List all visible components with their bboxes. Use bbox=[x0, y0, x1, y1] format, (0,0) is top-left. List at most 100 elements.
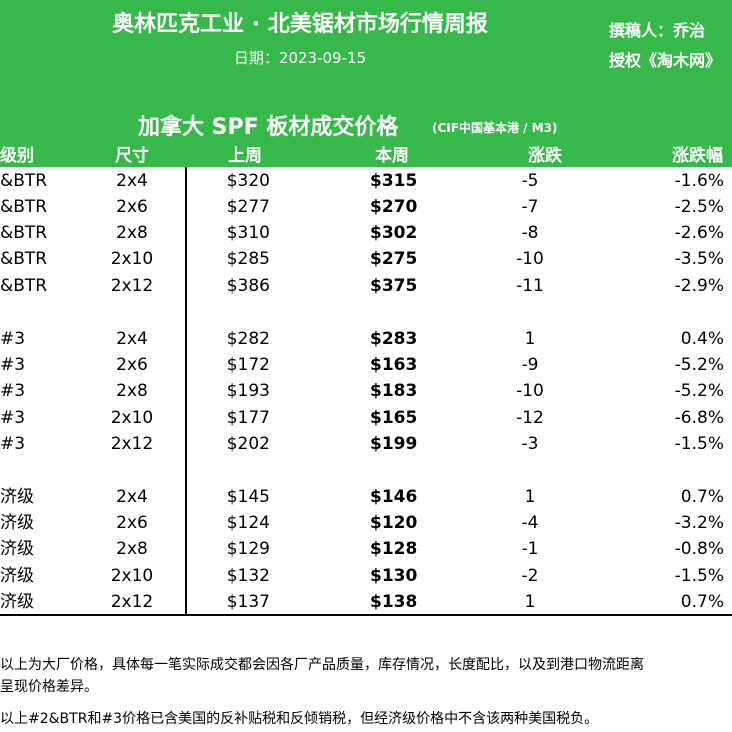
cell-change-pct: -3.2% bbox=[674, 513, 724, 533]
cell-this-week: $302 bbox=[370, 223, 418, 243]
table-row: #3 2x6 $172 $163 -9 -5.2% bbox=[0, 352, 732, 378]
cell-change: -10 bbox=[516, 249, 544, 269]
cell-grade: #3 bbox=[0, 408, 26, 428]
cell-change: -8 bbox=[521, 223, 539, 243]
table-header-band bbox=[0, 73, 732, 167]
cell-size: 2x8 bbox=[116, 539, 148, 559]
cell-change: 1 bbox=[524, 329, 536, 349]
table-row: &BTR 2x6 $277 $270 -7 -2.5% bbox=[0, 194, 732, 220]
table-row: &BTR 2x4 $320 $315 -5 -1.6% bbox=[0, 168, 732, 194]
cell-this-week: $199 bbox=[370, 434, 418, 454]
table-row: &BTR 2x8 $310 $302 -8 -2.6% bbox=[0, 220, 732, 246]
cell-last-week: $277 bbox=[226, 197, 270, 217]
table-row: #3 2x12 $202 $199 -3 -1.5% bbox=[0, 431, 732, 457]
cell-change: -9 bbox=[521, 355, 539, 375]
author-label: 撰稿人：乔治 bbox=[609, 21, 706, 40]
cell-last-week: $310 bbox=[226, 223, 270, 243]
cell-change-pct: -5.2% bbox=[674, 355, 724, 375]
cell-last-week: $172 bbox=[226, 355, 270, 375]
cell-grade: #3 bbox=[0, 329, 26, 349]
cell-this-week: $283 bbox=[370, 329, 418, 349]
cell-grade: &BTR bbox=[0, 276, 48, 296]
cell-size: 2x4 bbox=[116, 171, 148, 191]
cell-grade: &BTR bbox=[0, 171, 48, 191]
column-header-change-pct: 涨跌幅 bbox=[672, 146, 723, 166]
cell-grade: #3 bbox=[0, 355, 26, 375]
cell-grade: #3 bbox=[0, 434, 26, 454]
cell-grade: 济级 bbox=[0, 566, 34, 586]
cell-change-pct: -1.5% bbox=[674, 434, 724, 454]
cell-this-week: $128 bbox=[370, 539, 418, 559]
cell-change: 1 bbox=[524, 592, 536, 612]
cell-change-pct: -1.5% bbox=[674, 566, 724, 586]
cell-change-pct: -2.6% bbox=[674, 223, 724, 243]
cell-change: -7 bbox=[521, 197, 539, 217]
cell-change-pct: -2.5% bbox=[674, 197, 724, 217]
cell-change-pct: -6.8% bbox=[674, 408, 724, 428]
column-header-last-week: 上周 bbox=[228, 146, 262, 166]
cell-this-week: $163 bbox=[370, 355, 418, 375]
cell-change: 1 bbox=[524, 487, 536, 507]
cell-last-week: $124 bbox=[226, 513, 270, 533]
column-header-change: 涨跌 bbox=[528, 146, 562, 166]
table-row: 济级 2x6 $124 $120 -4 -3.2% bbox=[0, 510, 732, 536]
table-row: #3 2x4 $282 $283 1 0.4% bbox=[0, 326, 732, 352]
note-line-1: 以上为大厂价格，具体每一笔实际成交都会因各厂产品质量，库存情况，长度配比，以及到… bbox=[0, 657, 644, 673]
cell-this-week: $315 bbox=[370, 171, 418, 191]
table-row: &BTR 2x10 $285 $275 -10 -3.5% bbox=[0, 246, 732, 272]
cell-this-week: $130 bbox=[370, 566, 418, 586]
cell-last-week: $137 bbox=[226, 592, 270, 612]
table-unit: (CIF中国基本港 / M3) bbox=[432, 121, 558, 135]
cell-grade: #3 bbox=[0, 381, 26, 401]
table-bottom-border bbox=[0, 614, 732, 616]
cell-size: 2x4 bbox=[116, 487, 148, 507]
table-row: 济级 2x8 $129 $128 -1 -0.8% bbox=[0, 536, 732, 562]
cell-this-week: $146 bbox=[370, 487, 418, 507]
license-label: 授权《淘木网》 bbox=[609, 51, 722, 70]
table-row: &BTR 2x12 $386 $375 -11 -2.9% bbox=[0, 273, 732, 299]
column-header-this-week: 本周 bbox=[375, 146, 409, 166]
cell-this-week: $270 bbox=[370, 197, 418, 217]
cell-grade: 济级 bbox=[0, 513, 34, 533]
cell-last-week: $132 bbox=[226, 566, 270, 586]
cell-grade: &BTR bbox=[0, 223, 48, 243]
report-header: 奥林匹克工业 · 北美锯材市场行情周报 日期：2023-09-15 撰稿人：乔治… bbox=[0, 0, 732, 73]
column-header-grade: 级别 bbox=[0, 146, 34, 166]
cell-size: 2x12 bbox=[110, 434, 154, 454]
cell-change: -3 bbox=[521, 434, 539, 454]
cell-last-week: $320 bbox=[226, 171, 270, 191]
cell-change: -12 bbox=[516, 408, 544, 428]
cell-size: 2x12 bbox=[110, 276, 154, 296]
cell-grade: 济级 bbox=[0, 592, 34, 612]
cell-change-pct: -0.8% bbox=[674, 539, 724, 559]
cell-last-week: $177 bbox=[226, 408, 270, 428]
report-date: 日期：2023-09-15 bbox=[233, 49, 367, 67]
note-line-2: 呈现价格差异。 bbox=[0, 679, 98, 695]
cell-this-week: $275 bbox=[370, 249, 418, 269]
cell-size: 2x12 bbox=[110, 592, 154, 612]
cell-size: 2x10 bbox=[110, 566, 154, 586]
cell-change: -5 bbox=[521, 171, 539, 191]
table-title: 加拿大 SPF 板材成交价格 bbox=[138, 115, 399, 140]
cell-size: 2x10 bbox=[110, 249, 154, 269]
cell-change: -11 bbox=[516, 276, 544, 296]
cell-this-week: $183 bbox=[370, 381, 418, 401]
cell-change-pct: -5.2% bbox=[674, 381, 724, 401]
cell-size: 2x6 bbox=[116, 513, 148, 533]
cell-size: 2x4 bbox=[116, 329, 148, 349]
cell-change: -1 bbox=[521, 539, 539, 559]
cell-change-pct: -1.6% bbox=[674, 171, 724, 191]
cell-last-week: $202 bbox=[226, 434, 270, 454]
cell-change-pct: 0.7% bbox=[680, 487, 724, 507]
cell-last-week: $282 bbox=[226, 329, 270, 349]
cell-last-week: $145 bbox=[226, 487, 270, 507]
table-row: 济级 2x4 $145 $146 1 0.7% bbox=[0, 484, 732, 510]
cell-change: -4 bbox=[521, 513, 539, 533]
cell-change-pct: 0.7% bbox=[680, 592, 724, 612]
cell-last-week: $193 bbox=[226, 381, 270, 401]
cell-change-pct: -3.5% bbox=[674, 249, 724, 269]
column-divider bbox=[185, 167, 187, 615]
cell-grade: &BTR bbox=[0, 197, 48, 217]
cell-grade: 济级 bbox=[0, 539, 34, 559]
cell-change: -2 bbox=[521, 566, 539, 586]
